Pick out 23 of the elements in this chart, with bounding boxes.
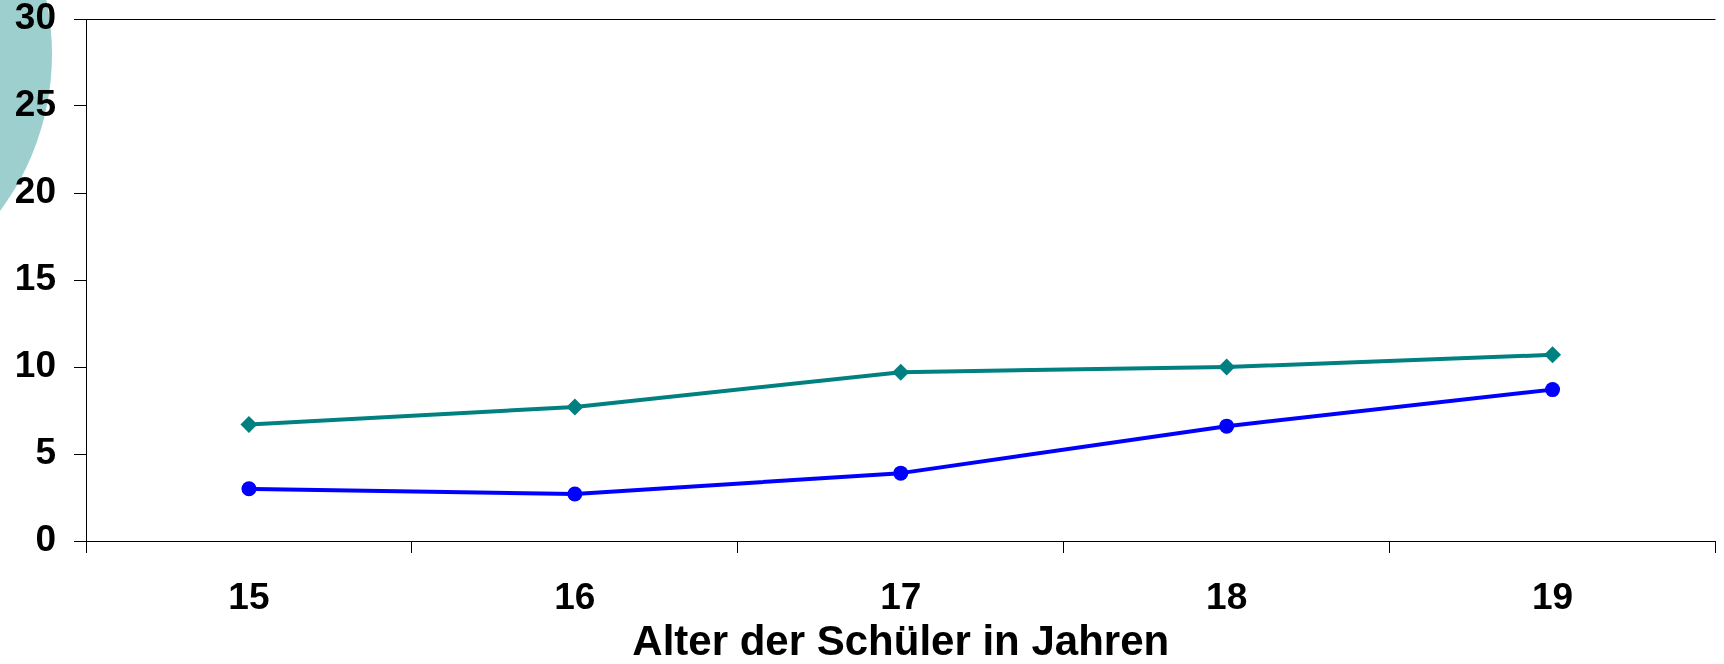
point (892, 363, 910, 381)
point (1545, 382, 1561, 398)
x-tick-label: 16 (554, 576, 596, 618)
x-tick-label: 17 (880, 576, 922, 618)
point (241, 481, 257, 497)
y-tick-label: 25 (14, 83, 56, 125)
point (893, 465, 909, 481)
point (1218, 358, 1236, 376)
point (240, 415, 258, 433)
y-tick-label: 15 (14, 257, 56, 299)
x-tick-label: 18 (1206, 576, 1248, 618)
x-axis-title: Alter der Schüler in Jahren (632, 616, 1170, 664)
point (567, 486, 583, 502)
y-tick-label: 30 (14, 0, 56, 38)
point (1219, 418, 1235, 434)
y-tick-label: 0 (35, 518, 56, 560)
x-tick-label: 19 (1531, 576, 1574, 618)
point (1544, 346, 1562, 364)
x-tick-label: 15 (228, 576, 270, 618)
y-tick-label: 10 (14, 344, 56, 386)
point (566, 398, 584, 416)
y-tick-label: 20 (14, 170, 56, 212)
y-tick-label: 5 (35, 431, 56, 473)
